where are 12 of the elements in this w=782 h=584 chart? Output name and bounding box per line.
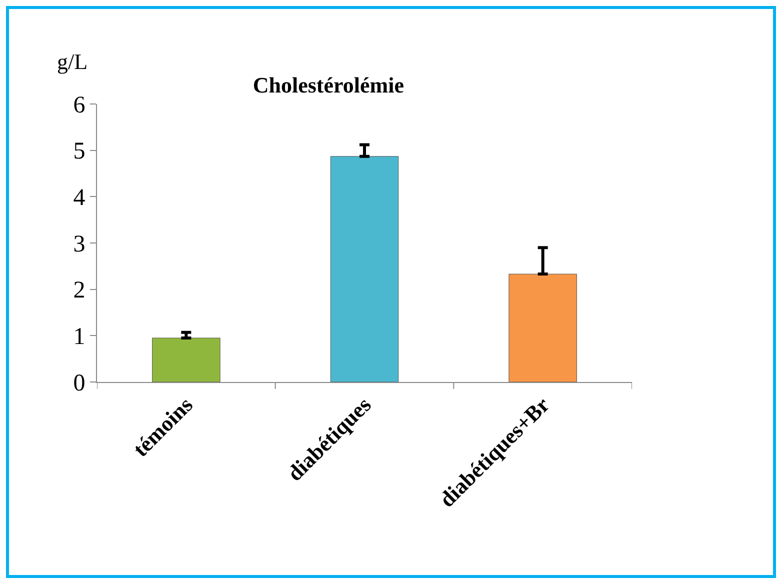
y-tick-label: 2 bbox=[73, 278, 86, 304]
y-axis-title: g/L bbox=[57, 49, 88, 74]
bar bbox=[152, 338, 220, 382]
y-tick-label: 3 bbox=[73, 231, 86, 258]
y-tick-label: 5 bbox=[73, 138, 86, 165]
y-tick-label: 4 bbox=[73, 185, 86, 212]
bar bbox=[330, 156, 399, 382]
chart-title: Cholestérolémie bbox=[252, 72, 404, 98]
y-tick-label: 6 bbox=[73, 92, 86, 118]
y-tick-label: 0 bbox=[73, 370, 86, 396]
y-tick-label: 1 bbox=[73, 324, 86, 350]
bar bbox=[508, 274, 577, 382]
